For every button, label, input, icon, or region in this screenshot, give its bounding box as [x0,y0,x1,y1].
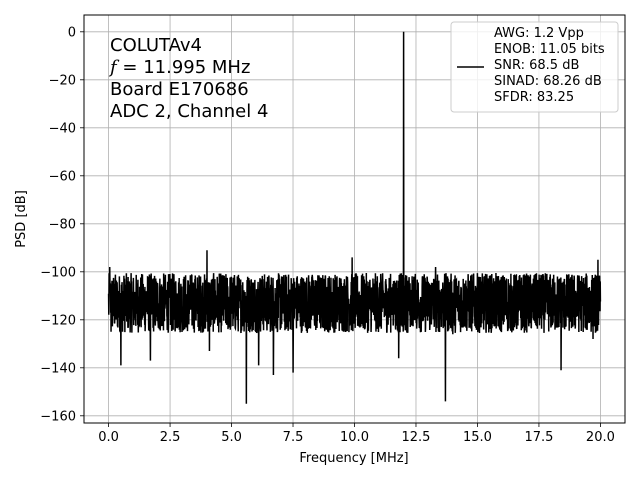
y-tick-label: −100 [40,265,76,280]
y-tick-label: −60 [49,169,76,184]
y-tick-label: −160 [40,409,76,424]
legend-entry-line: SNR: 68.5 dB [494,58,579,73]
annotation-line: COLUTAv4 [110,35,202,56]
x-tick-label: 12.5 [402,430,431,445]
x-tick-label: 2.5 [160,430,181,445]
x-tick-label: 5.0 [221,430,242,445]
legend-frame [450,21,619,113]
annotation-line: ADC 2, Channel 4 [110,101,268,122]
legend-entry-line: SFDR: 83.25 [494,90,574,105]
series-layer [107,31,602,404]
annotation-line: f = 11.995 MHz [108,57,250,78]
annotation-line: Board E170686 [110,79,249,100]
x-tick-label: 7.5 [283,430,304,445]
x-tick-label: 20.0 [586,430,615,445]
axis-ticks: 0.0 2.5 5.0 7.5 10.0 12.5 15.0 17.5 20.0 0 −20 −40 −… [40,25,615,445]
y-tick-label: −120 [40,313,76,328]
psd-series-line [107,31,602,404]
x-tick-label: 0.0 [98,430,119,445]
y-axis-label: PSD [dB] [14,190,29,248]
legend-entry-line: ENOB: 11.05 bits [494,42,605,57]
x-axis-label: Frequency [MHz] [299,451,408,466]
plot-frame [83,14,626,424]
y-tick-label: −20 [49,73,76,88]
y-tick-label: 0 [68,25,76,40]
y-tick-label: −80 [49,217,76,232]
x-tick-label: 15.0 [463,430,492,445]
x-tick-label: 17.5 [524,430,553,445]
x-tick-label: 10.0 [340,430,369,445]
y-tick-label: −40 [49,121,76,136]
legend-entry-line: AWG: 1.2 Vpp [494,26,584,41]
legend-entry-line: SINAD: 68.26 dB [494,74,602,89]
y-tick-label: −140 [40,361,76,376]
